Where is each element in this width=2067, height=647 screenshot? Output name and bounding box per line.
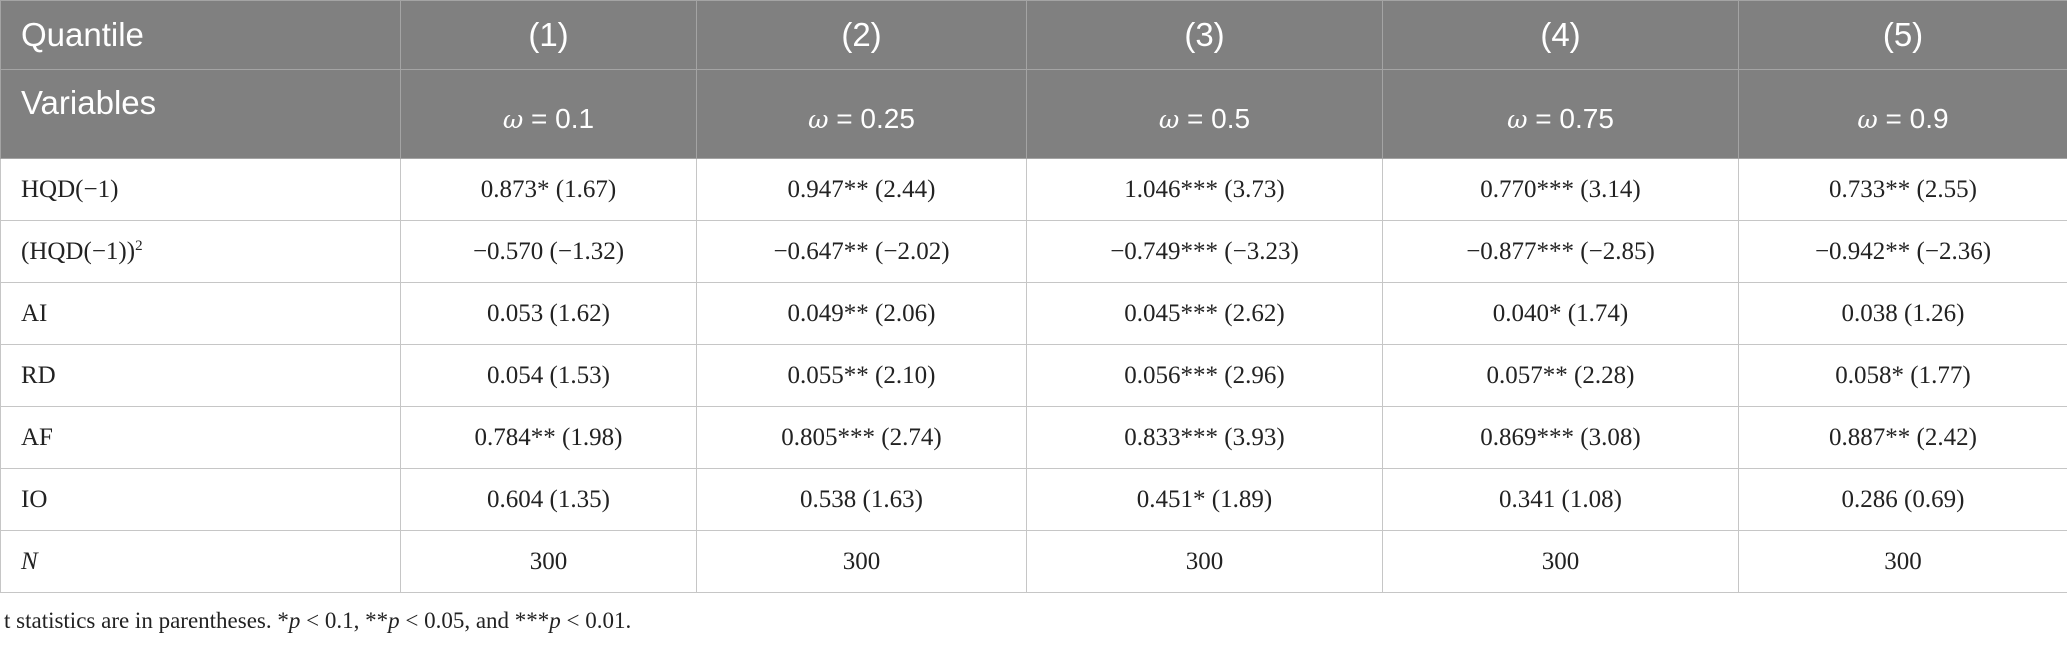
table-cell: 0.057** (2.28) [1382, 344, 1739, 407]
table-cell: 0.451* (1.89) [1026, 468, 1383, 531]
table-cell: 0.873* (1.67) [400, 158, 697, 221]
regression-table: Quantile (1) (2) (3) (4) (5) Variables ω… [0, 0, 2067, 593]
table-cell: −0.877*** (−2.85) [1382, 220, 1739, 283]
table-cell: 0.341 (1.08) [1382, 468, 1739, 531]
table-cell: −0.570 (−1.32) [400, 220, 697, 283]
omega-value-1: = 0.1 [531, 103, 595, 134]
header-col-5: (5) [1738, 0, 2067, 70]
footnote-text-2: < 0.1, ** [300, 608, 389, 633]
table-cell: 0.040* (1.74) [1382, 282, 1739, 345]
table-cell: 300 [1026, 530, 1383, 593]
header-col-3: (3) [1026, 0, 1383, 70]
table-cell: 0.286 (0.69) [1738, 468, 2067, 531]
table-cell: 0.604 (1.35) [400, 468, 697, 531]
table-cell: −0.647** (−2.02) [696, 220, 1027, 283]
table-row-io: IO 0.604 (1.35) 0.538 (1.63) 0.451* (1.8… [0, 468, 2067, 531]
omega-cell-3: ω = 0.5 [1026, 69, 1383, 159]
header-quantile-label: Quantile [0, 0, 401, 70]
table-row-rd: RD 0.054 (1.53) 0.055** (2.10) 0.056*** … [0, 344, 2067, 407]
table-cell: 300 [1738, 530, 2067, 593]
row-label-hqd: HQD(−1) [0, 158, 401, 221]
table-cell: 0.053 (1.62) [400, 282, 697, 345]
table-cell: 0.733** (2.55) [1738, 158, 2067, 221]
omega-value-5: = 0.9 [1885, 103, 1949, 134]
table-cell: 300 [696, 530, 1027, 593]
table-cell: −0.749*** (−3.23) [1026, 220, 1383, 283]
table-cell: 0.869*** (3.08) [1382, 406, 1739, 469]
table-cell: 0.833*** (3.93) [1026, 406, 1383, 469]
row-label-text: (HQD(−1)) [21, 237, 136, 265]
table-cell: 0.055** (2.10) [696, 344, 1027, 407]
table-cell: −0.942** (−2.36) [1738, 220, 2067, 283]
table-cell: 1.046*** (3.73) [1026, 158, 1383, 221]
table-cell: 0.054 (1.53) [400, 344, 697, 407]
footnote-p-symbol: p [288, 608, 301, 633]
omega-symbol: ω [502, 105, 524, 134]
row-label-af: AF [0, 406, 401, 469]
footnote-text-3: < 0.05, and *** [399, 608, 550, 633]
table-cell: 0.770*** (3.14) [1382, 158, 1739, 221]
omega-value-3: = 0.5 [1187, 103, 1251, 134]
table-footnote: t statistics are in parentheses. *p < 0.… [4, 608, 631, 634]
footnote-p-symbol: p [388, 608, 400, 633]
table-row-hqd-squared: (HQD(−1))2 −0.570 (−1.32) −0.647** (−2.0… [0, 220, 2067, 283]
omega-symbol: ω [1507, 105, 1528, 134]
header-col-4: (4) [1382, 0, 1739, 70]
omega-symbol: ω [1158, 105, 1180, 134]
table-row-hqd: HQD(−1) 0.873* (1.67) 0.947** (2.44) 1.0… [0, 158, 2067, 221]
table-cell: 300 [400, 530, 697, 593]
omega-cell-1: ω = 0.1 [400, 69, 697, 159]
footnote-text-1: t statistics are in parentheses. * [4, 608, 289, 633]
table-header: Quantile (1) (2) (3) (4) (5) Variables ω… [0, 0, 2067, 159]
table-cell: 0.784** (1.98) [400, 406, 697, 469]
header-col-1: (1) [400, 0, 697, 70]
omega-value-2: = 0.25 [836, 103, 915, 134]
row-label-io: IO [0, 468, 401, 531]
header-row-variables: Variables ω = 0.1 ω = 0.25 ω = 0.5 ω = 0… [0, 69, 2067, 159]
omega-symbol: ω [1857, 105, 1878, 134]
omega-cell-2: ω = 0.25 [696, 69, 1027, 159]
omega-symbol: ω [808, 105, 829, 134]
row-label-hqd-squared: (HQD(−1))2 [0, 220, 401, 283]
table-cell: 0.058* (1.77) [1738, 344, 2067, 407]
table-cell: 300 [1382, 530, 1739, 593]
row-label-rd: RD [0, 344, 401, 407]
row-label-superscript: 2 [135, 237, 143, 254]
table-cell: 0.045*** (2.62) [1026, 282, 1383, 345]
table-cell: 0.887** (2.42) [1738, 406, 2067, 469]
table-cell: 0.056*** (2.96) [1026, 344, 1383, 407]
header-row-quantile: Quantile (1) (2) (3) (4) (5) [0, 0, 2067, 70]
omega-cell-5: ω = 0.9 [1738, 69, 2067, 159]
row-label-n: N [0, 530, 401, 593]
table-cell: 0.805*** (2.74) [696, 406, 1027, 469]
table-cell: 0.049** (2.06) [696, 282, 1027, 345]
footnote-text-4: < 0.01. [560, 608, 632, 633]
table-row-n: N 300 300 300 300 300 [0, 530, 2067, 593]
table-cell: 0.038 (1.26) [1738, 282, 2067, 345]
header-col-2: (2) [696, 0, 1027, 70]
row-label-ai: AI [0, 282, 401, 345]
footnote-p-symbol: p [549, 608, 561, 633]
table-row-af: AF 0.784** (1.98) 0.805*** (2.74) 0.833*… [0, 406, 2067, 469]
table-cell: 0.538 (1.63) [696, 468, 1027, 531]
omega-cell-4: ω = 0.75 [1382, 69, 1739, 159]
table-cell: 0.947** (2.44) [696, 158, 1027, 221]
table-row-ai: AI 0.053 (1.62) 0.049** (2.06) 0.045*** … [0, 282, 2067, 345]
header-variables-label: Variables [0, 69, 401, 159]
table-body: HQD(−1) 0.873* (1.67) 0.947** (2.44) 1.0… [0, 158, 2067, 593]
omega-value-4: = 0.75 [1535, 103, 1614, 134]
